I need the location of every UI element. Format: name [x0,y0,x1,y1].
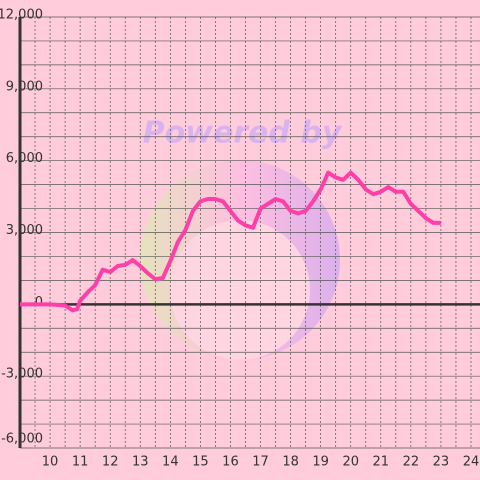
x-tick-label: 14 [162,455,179,470]
y-tick-label: 12,000 [0,8,43,23]
y-tick-label: -6,000 [1,432,43,447]
x-tick-label: 16 [222,455,239,470]
y-tick-label: -3,000 [1,367,43,382]
x-tick-label: 12 [102,455,119,470]
x-tick-label: 24 [463,455,480,470]
x-tick-label: 11 [72,455,89,470]
x-tick-label: 19 [312,455,329,470]
y-tick-label: 3,000 [6,223,43,238]
y-tick-label: 9,000 [6,79,43,94]
x-tick-label: 21 [373,455,390,470]
x-tick-label: 13 [132,455,149,470]
x-tick-label: 18 [282,455,299,470]
x-tick-label: 20 [342,455,359,470]
x-tick-label: 17 [252,455,269,470]
x-tick-label: 23 [433,455,450,470]
x-tick-label: 15 [192,455,209,470]
x-tick-label: 22 [403,455,420,470]
line [20,170,441,313]
watermark: Powered by [143,116,343,151]
x-tick-label: 10 [42,455,59,470]
y-tick-label: 6,000 [6,151,43,166]
